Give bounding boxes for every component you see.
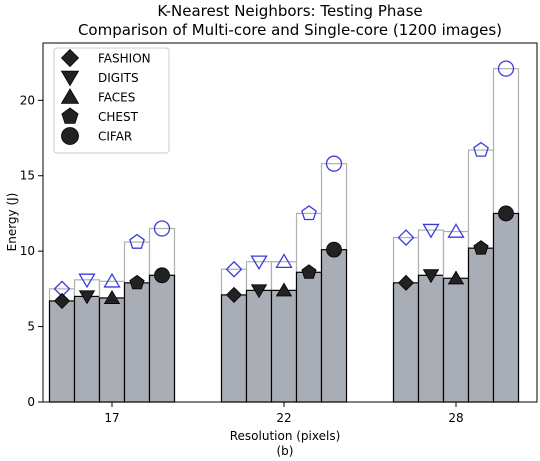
multi-core-bar-chest-28 [467, 247, 495, 403]
multi-core-marker-faces-22 [275, 282, 293, 297]
multi-core-marker-fashion-17 [53, 292, 71, 310]
axes-layer: 17 22 28 0 5 10 15 20 [20, 42, 538, 425]
multi-core-marker-digits-17 [78, 290, 96, 305]
single-core-marker-chest-22 [301, 205, 317, 221]
legend-label-chest: CHEST [98, 110, 139, 124]
multi-core-bar-cifar-17 [148, 274, 176, 403]
multi-core-bar-cifar-22 [320, 249, 348, 403]
multi-core-marker-chest-28 [473, 240, 489, 255]
y-tick-label-20: 20 [20, 93, 35, 107]
multi-core-bar-faces-17 [98, 297, 126, 403]
single-core-marker-faces-28 [447, 223, 465, 238]
single-core-marker-chest-28 [473, 141, 489, 157]
single-core-marker-faces-17 [103, 272, 121, 288]
multi-core-marker-cifar-22 [326, 241, 342, 258]
single-core-marker-cifar-22 [325, 155, 343, 172]
legend-marker-faces [60, 88, 80, 104]
multi-core-marker-digits-28 [422, 269, 440, 284]
legend-marker-chest [61, 107, 79, 124]
single-core-marker-fashion-28 [397, 229, 415, 247]
multi-core-bar-fashion-22 [220, 294, 248, 403]
plot-frame [42, 42, 538, 403]
legend-marker-cifar [61, 127, 79, 145]
bars-layer [48, 68, 520, 403]
multi-core-marker-digits-22 [250, 284, 268, 299]
multi-core-marker-fashion-22 [225, 286, 243, 303]
legend-label-faces: FACES [98, 91, 135, 105]
multi-core-marker-chest-22 [301, 264, 317, 279]
chart-title: K-Nearest Neighbors: Testing Phase [157, 2, 422, 20]
multi-core-bar-digits-28 [417, 274, 445, 403]
single-core-marker-faces-22 [275, 253, 293, 268]
multi-core-bar-fashion-17 [48, 300, 76, 403]
legend: FASHION DIGITS FACES CHEST CIFAR [53, 47, 170, 154]
legend-label-cifar: CIFAR [98, 130, 132, 144]
x-tick-label-17: 17 [104, 411, 119, 425]
multi-core-marker-faces-17 [103, 290, 121, 304]
single-core-marker-digits-22 [250, 255, 268, 271]
x-tick-label-28: 28 [448, 411, 463, 425]
multi-core-bar-digits-22 [245, 289, 273, 403]
x-tick-label-22: 22 [276, 411, 291, 425]
y-tick-label-10: 10 [20, 244, 35, 258]
single-core-marker-fashion-22 [225, 260, 243, 278]
multi-core-marker-faces-28 [447, 270, 465, 285]
legend-marker-digits [60, 70, 80, 87]
single-core-marker-digits-28 [422, 223, 440, 239]
legend-marker-fashion [60, 48, 80, 68]
multi-core-bar-faces-22 [270, 289, 298, 403]
multi-core-marker-cifar-28 [498, 205, 514, 222]
multi-core-marker-cifar-17 [154, 267, 170, 284]
single-core-marker-cifar-28 [497, 60, 515, 77]
multi-core-bar-chest-17 [123, 282, 151, 403]
y-tick-label-0: 0 [27, 395, 35, 409]
multi-core-bar-cifar-28 [492, 212, 520, 403]
legend-box [53, 47, 170, 154]
chart-subtitle: Comparison of Multi-core and Single-core… [78, 21, 502, 39]
multi-core-bar-digits-17 [73, 295, 101, 403]
y-tick-label-5: 5 [27, 320, 35, 334]
y-tick-label-15: 15 [20, 169, 35, 183]
multi-core-bar-fashion-28 [392, 282, 420, 403]
markers-layer [53, 60, 515, 310]
legend-label-digits: DIGITS [98, 71, 139, 85]
single-core-marker-cifar-17 [153, 220, 171, 237]
multi-core-marker-fashion-28 [397, 274, 415, 291]
multi-core-bar-faces-28 [442, 277, 470, 403]
x-axis-label: Resolution (pixels) [230, 429, 341, 443]
multi-core-bar-chest-22 [295, 271, 323, 403]
single-core-marker-digits-17 [78, 273, 96, 289]
legend-label-fashion: FASHION [98, 52, 151, 66]
y-axis-label: Energy (J) [5, 193, 19, 252]
figure-caption: (b) [277, 444, 294, 458]
single-core-marker-chest-17 [129, 233, 145, 249]
multi-core-marker-chest-17 [129, 274, 145, 290]
